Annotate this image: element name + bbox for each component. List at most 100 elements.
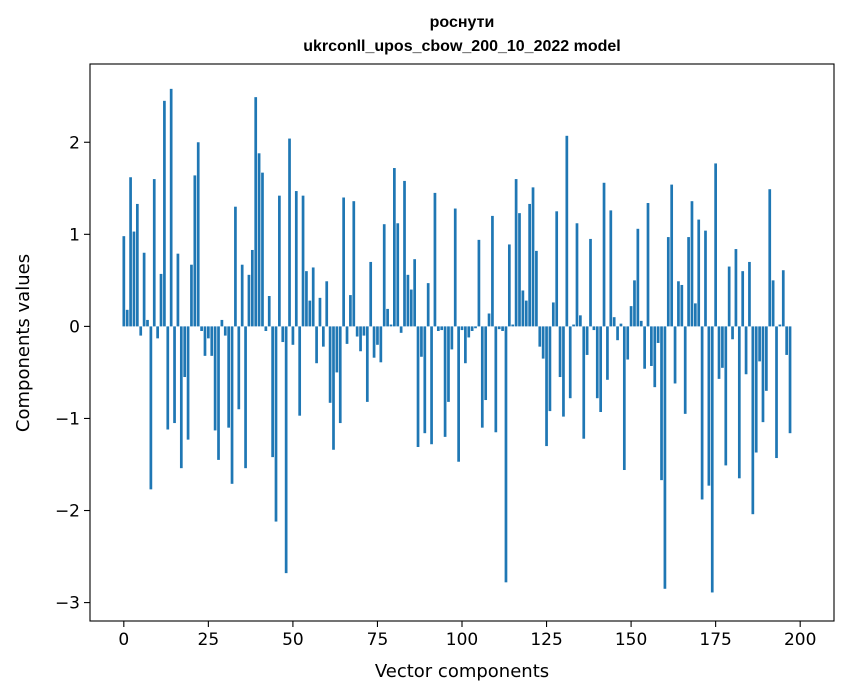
bar (751, 326, 755, 515)
bar (470, 326, 474, 331)
bar (129, 177, 132, 327)
bar (460, 326, 464, 331)
bar (629, 306, 633, 327)
bars-layer (122, 88, 792, 593)
bar (514, 179, 518, 327)
bar (501, 326, 504, 331)
bar (538, 326, 542, 347)
chart-subtitle: ukrconll_upos_cbow_200_10_2022 model (303, 38, 620, 55)
bar (467, 326, 471, 338)
bar (142, 252, 146, 327)
bar (386, 308, 389, 327)
bar (210, 326, 214, 356)
bar (484, 326, 488, 401)
bar (710, 326, 714, 593)
bar (163, 100, 166, 327)
bar (731, 326, 734, 340)
bar (169, 88, 173, 327)
bar (660, 326, 663, 481)
bar (758, 326, 761, 362)
bar (714, 163, 717, 327)
y-tick-label: −2 (55, 502, 80, 522)
bar (775, 326, 778, 459)
bar (744, 326, 748, 375)
bar (568, 326, 572, 399)
y-tick-label: −3 (55, 594, 80, 614)
bar (349, 295, 352, 327)
y-tick-label: −1 (55, 409, 80, 429)
bar (355, 326, 359, 337)
bar (643, 326, 646, 369)
x-tick-label: 125 (530, 630, 562, 650)
bar (135, 203, 139, 327)
bar (464, 326, 467, 364)
bar (440, 326, 444, 331)
bar (321, 326, 325, 347)
bar (291, 326, 295, 345)
bar (761, 326, 765, 423)
bar (497, 326, 501, 330)
bar (737, 326, 741, 479)
bar (565, 135, 569, 327)
bar (555, 211, 559, 327)
x-tick-label: 75 (367, 630, 389, 650)
bar (765, 326, 768, 391)
bar (504, 326, 508, 583)
bar (487, 313, 491, 327)
bar (781, 270, 785, 327)
bar (423, 326, 427, 434)
bar (264, 326, 268, 331)
bar (240, 264, 244, 327)
bar (217, 326, 220, 460)
bar (311, 267, 315, 327)
bar (234, 206, 237, 327)
bar (338, 326, 342, 424)
y-axis-label: Components values (13, 254, 34, 432)
bar (193, 175, 197, 327)
bar (558, 326, 562, 378)
bar (680, 284, 684, 327)
bar (420, 326, 423, 357)
bar (200, 326, 203, 331)
bar (166, 326, 170, 430)
bar (352, 201, 356, 327)
bar (315, 326, 318, 364)
bar (704, 230, 707, 327)
bar (261, 172, 264, 327)
bar (748, 261, 751, 327)
bar (203, 326, 207, 356)
bar (365, 326, 369, 402)
bar (589, 238, 592, 327)
bar (345, 326, 349, 344)
bar (416, 326, 420, 447)
bar (379, 326, 383, 363)
bar (768, 189, 772, 327)
bar (376, 326, 379, 345)
bar (639, 320, 643, 327)
bar (186, 326, 190, 440)
bar (413, 259, 417, 327)
bar (426, 283, 430, 327)
axes-layer: 0 25 50 75 100 125 150 175 200 −3 −2 −1 0 1 2 (55, 63, 835, 650)
bar (650, 326, 653, 366)
bar (362, 326, 366, 336)
bar (328, 326, 332, 403)
bar (771, 280, 775, 327)
y-tick-label: 0 (69, 317, 80, 337)
bar (227, 326, 231, 428)
bar (457, 326, 460, 462)
bar (447, 326, 450, 402)
bar (707, 326, 711, 486)
bar (531, 187, 535, 327)
bar (724, 326, 728, 466)
bar (717, 326, 721, 379)
bar (308, 300, 312, 327)
bar (298, 326, 302, 416)
bar (474, 326, 477, 329)
bar (754, 326, 758, 453)
bar (274, 326, 278, 522)
bar (278, 195, 281, 327)
x-tick-label: 0 (118, 630, 129, 650)
